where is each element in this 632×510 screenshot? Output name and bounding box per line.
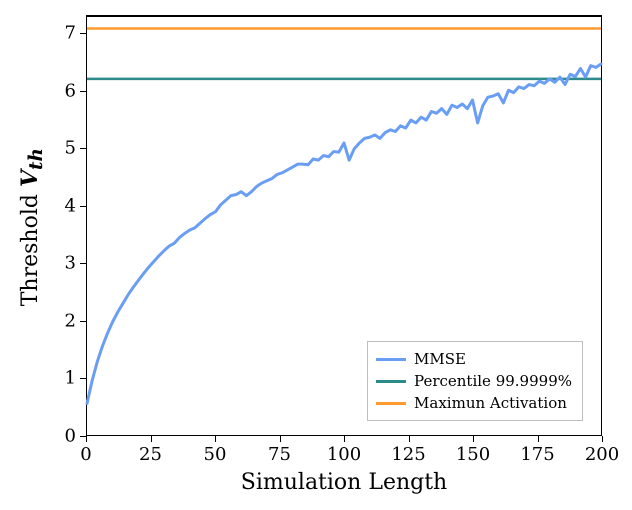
x-tick-label: 125 [391, 444, 425, 465]
x-tick-mark [602, 436, 603, 442]
y-tick-label: 2 [58, 310, 76, 331]
x-tick-label: 25 [139, 444, 162, 465]
legend-label-percentile: Percentile 99.9999% [414, 372, 572, 390]
legend-label-mmse: MMSE [414, 350, 466, 368]
y-axis-label-prefix: Threshold [18, 187, 43, 306]
legend: MMSE Percentile 99.9999% Maximun Activat… [367, 341, 583, 421]
y-tick-label: 6 [58, 80, 76, 101]
y-tick-mark [80, 378, 86, 379]
y-tick-mark [80, 436, 86, 437]
legend-row-mmse: MMSE [376, 348, 572, 370]
x-tick-mark [538, 436, 539, 442]
x-tick-label: 50 [204, 444, 227, 465]
y-tick-mark [80, 33, 86, 34]
legend-label-maxact: Maximun Activation [414, 394, 567, 412]
plot-area: MMSE Percentile 99.9999% Maximun Activat… [86, 16, 602, 436]
y-tick-label: 4 [58, 195, 76, 216]
x-tick-mark [151, 436, 152, 442]
x-tick-label: 75 [268, 444, 291, 465]
x-axis-label: Simulation Length [86, 470, 602, 495]
y-tick-mark [80, 263, 86, 264]
y-tick-label: 1 [58, 368, 76, 389]
legend-swatch-mmse [376, 358, 406, 361]
x-tick-label: 0 [80, 444, 91, 465]
y-tick-mark [80, 321, 86, 322]
x-tick-mark [86, 436, 87, 442]
y-tick-label: 5 [58, 138, 76, 159]
x-tick-mark [215, 436, 216, 442]
figure: MMSE Percentile 99.9999% Maximun Activat… [0, 0, 632, 510]
y-axis-label-sub: th [26, 148, 47, 170]
legend-row-percentile: Percentile 99.9999% [376, 370, 572, 392]
y-tick-label: 3 [58, 253, 76, 274]
x-tick-label: 100 [327, 444, 361, 465]
y-axis-label-var: V [17, 170, 43, 187]
x-tick-mark [280, 436, 281, 442]
legend-row-maxact: Maximun Activation [376, 392, 572, 414]
y-tick-label: 0 [58, 426, 76, 447]
y-tick-label: 7 [58, 23, 76, 44]
legend-swatch-percentile [376, 380, 406, 383]
y-tick-mark [80, 206, 86, 207]
x-tick-mark [409, 436, 410, 442]
x-tick-mark [473, 436, 474, 442]
y-tick-mark [80, 91, 86, 92]
x-tick-mark [344, 436, 345, 442]
y-tick-mark [80, 148, 86, 149]
x-tick-label: 200 [585, 444, 619, 465]
x-tick-label: 150 [456, 444, 490, 465]
legend-swatch-maxact [376, 402, 406, 405]
y-axis-label: Threshold Vth [17, 17, 47, 437]
x-tick-label: 175 [520, 444, 554, 465]
